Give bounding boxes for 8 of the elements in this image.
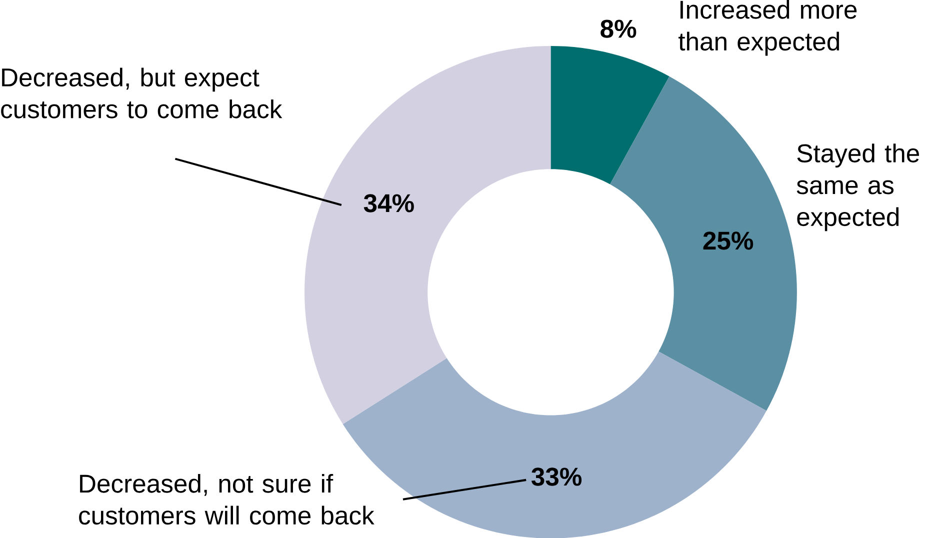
slice-label: Decreased, not sure if customers will come back (79, 474, 374, 524)
data-label: 25% (703, 231, 754, 250)
slice-label: Increased more than expected (678, 0, 857, 56)
data-label: 33% (531, 467, 582, 486)
slice-label: Decreased, but expect customers to come back (1, 68, 282, 118)
data-label: 34% (364, 194, 414, 212)
slice-label: Stayed the same as expected (796, 143, 920, 231)
data-label: 8% (600, 20, 636, 38)
